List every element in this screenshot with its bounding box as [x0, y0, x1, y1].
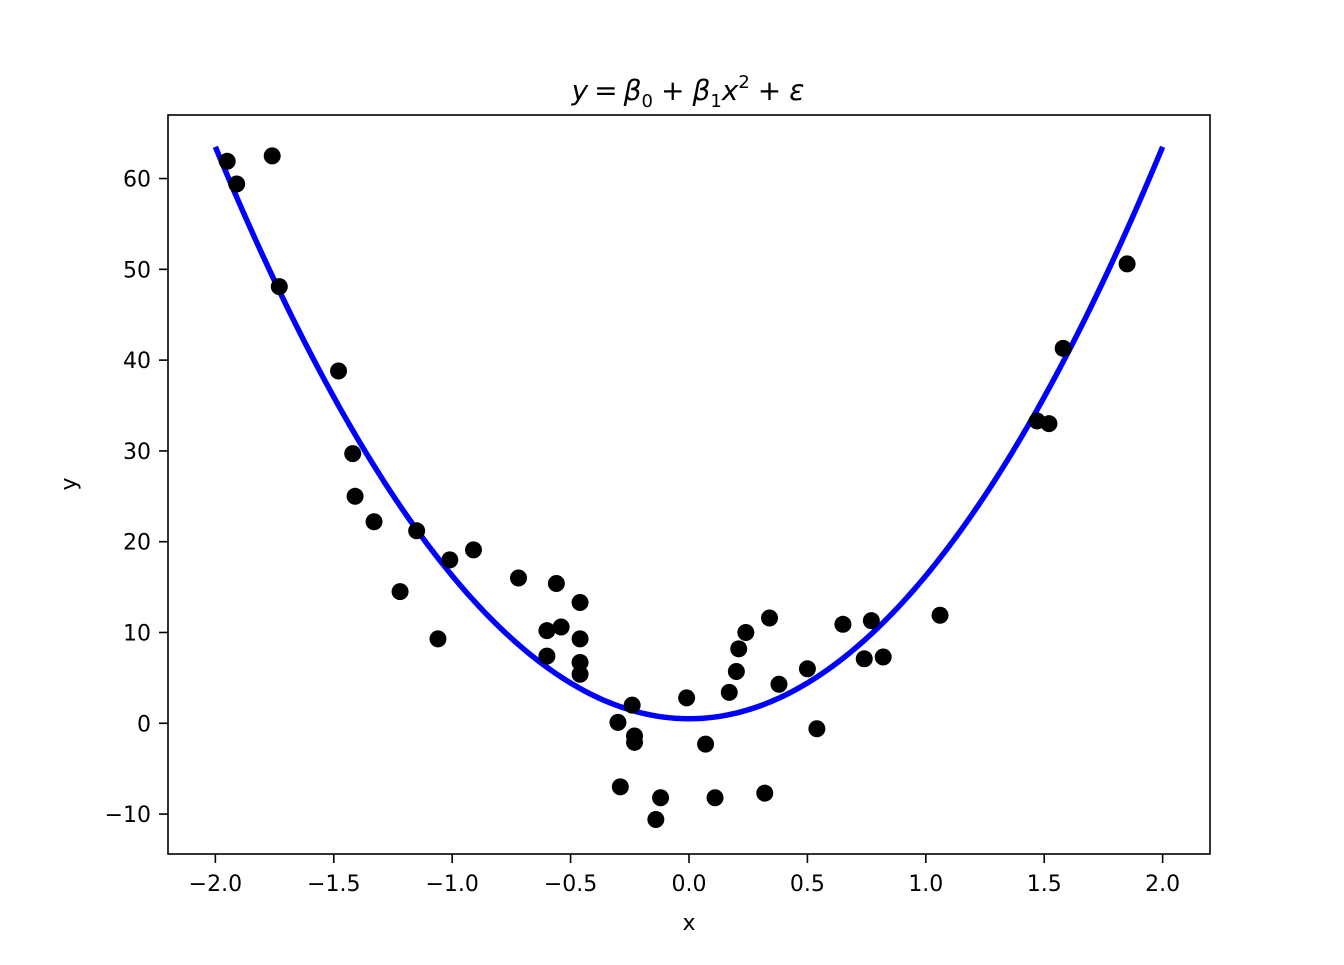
y-tick-label: 10: [123, 621, 151, 646]
x-tick-label: 0.5: [790, 872, 825, 897]
scatter-point: [1040, 415, 1058, 433]
scatter-point: [571, 594, 589, 612]
scatter-point: [1118, 255, 1136, 273]
scatter-point: [547, 574, 565, 592]
scatter-point: [552, 618, 570, 636]
scatter-point: [571, 630, 589, 648]
y-tick-label: 0: [137, 712, 151, 737]
x-tick-label: 2.0: [1145, 872, 1180, 897]
y-tick-label: 50: [123, 258, 151, 283]
chart-title: y = β0 + β1x2 + ε: [571, 72, 805, 112]
scatter-point: [408, 522, 426, 540]
y-tick-label: 40: [123, 349, 151, 374]
scatter-point: [509, 569, 527, 587]
chart-axes: −2.0 −1.5 −1.0 −0.5 0.0 0.5 1.0 1.5 2.0 −10 0 10 20 3…: [105, 168, 1181, 897]
x-tick-label: 1.5: [1027, 872, 1062, 897]
scatter-point: [391, 583, 409, 601]
x-tick-label: 0.0: [672, 872, 707, 897]
scatter-point: [429, 630, 447, 648]
scatter-point: [465, 541, 482, 559]
scatter-point: [609, 713, 627, 731]
scatter-point: [770, 675, 788, 693]
scatter-point: [218, 152, 236, 170]
x-tick-label: 1.0: [908, 872, 943, 897]
y-tick-label: 30: [123, 440, 151, 465]
scatter-point: [538, 647, 556, 665]
scatter-point: [623, 696, 641, 714]
scatter-point: [647, 811, 665, 828]
scatter-point: [808, 720, 826, 738]
scatter-point: [652, 789, 670, 807]
y-tick-label: 20: [123, 531, 151, 556]
scatter-point: [730, 640, 748, 658]
scatter-point: [706, 789, 724, 807]
scatter-point: [855, 650, 873, 668]
fitted-curve: [212, 145, 1166, 722]
scatter-point: [834, 615, 852, 633]
x-tick-label: −1.5: [307, 872, 360, 897]
scatter-point: [571, 665, 589, 683]
x-tick-label: −1.0: [425, 872, 478, 897]
scatter-point: [441, 551, 459, 569]
scatter-point: [737, 623, 755, 641]
x-tick-label: −2.0: [189, 872, 242, 897]
scatter-point: [874, 648, 892, 666]
scatter-point: [727, 663, 745, 681]
scatter-point: [611, 778, 629, 796]
y-axis-label: y: [57, 477, 82, 490]
x-tick-label: −0.5: [544, 872, 597, 897]
scatter-point: [346, 487, 364, 505]
scatter-point: [756, 784, 774, 802]
scatter-point: [1054, 339, 1072, 357]
scatter-point: [862, 612, 880, 630]
y-tick-label: −10: [105, 803, 151, 828]
scatter-point: [931, 606, 949, 624]
scatter-point: [228, 175, 246, 193]
chart-marks: [212, 145, 1166, 828]
scatter-point: [365, 513, 383, 531]
scatter-point: [626, 733, 644, 751]
scatter-point: [571, 653, 589, 671]
scatter-point: [761, 609, 779, 627]
scatter-point: [678, 689, 696, 707]
scatter-point: [798, 660, 816, 678]
scatter-point: [720, 683, 738, 701]
scatter-point: [538, 622, 556, 640]
scatter-point: [270, 278, 288, 296]
scatter-point: [330, 362, 348, 380]
scatter-point: [697, 735, 715, 753]
y-tick-label: 60: [123, 168, 151, 193]
x-axis-label: x: [682, 911, 695, 936]
scatter-point: [263, 147, 281, 165]
scatter-point: [344, 445, 362, 463]
